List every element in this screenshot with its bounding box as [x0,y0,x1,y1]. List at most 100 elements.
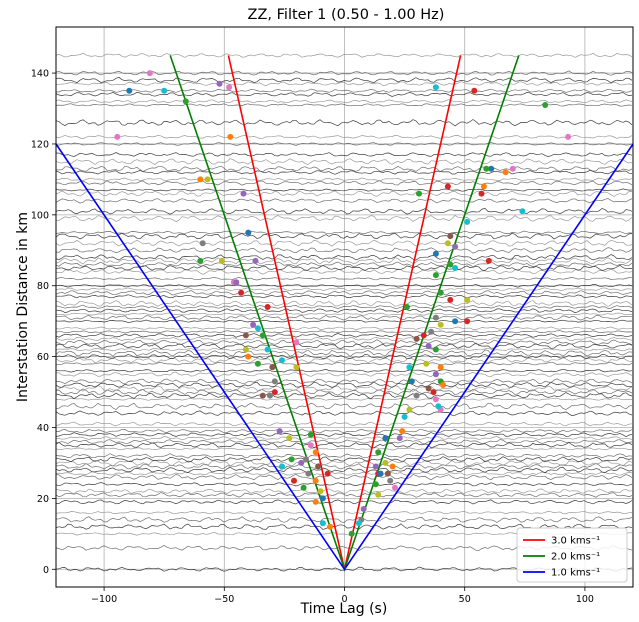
waveform-trace [55,264,633,271]
arrival-pick-point [471,87,478,94]
waveform-trace [55,488,633,495]
arrival-pick-point [197,176,204,183]
arrival-pick-point [502,169,509,176]
arrival-pick-point [478,190,485,197]
arrival-pick-point [452,265,459,271]
waveform-trace [55,91,633,97]
arrival-pick-point [312,477,319,484]
waveform-trace [55,304,633,309]
waveform-trace [55,319,633,323]
arrival-pick-point [432,314,439,321]
arrival-pick-point [485,257,492,264]
waveform-trace [55,261,633,268]
waveform-trace [55,326,633,331]
arrival-pick-point [384,470,391,477]
waveform-trace [55,180,633,186]
arrival-pick-point [254,325,261,332]
arrival-pick-point [312,498,319,505]
waveform-trace [55,190,633,197]
y-axis-ticks: 0 20 40 60 80 100 120 140 [31,69,56,576]
x-tick-label: 0 [341,594,347,605]
arrival-pick-point [377,470,384,477]
arrival-pick-point [408,378,415,385]
arrival-pick-point [565,133,572,140]
waveform-trace [55,215,633,222]
x-tick-label: 50 [459,594,471,605]
arrival-pick-point [300,484,307,491]
arrival-pick-point [293,364,300,371]
arrival-pick-point [291,477,297,484]
x-tick-label: 100 [576,594,594,605]
legend: 3.0 kms⁻¹ 2.0 kms⁻¹ 1.0 kms⁻¹ [516,527,628,583]
arrival-pick-point [327,523,334,530]
arrival-pick-point [226,84,233,91]
waveform-trace [55,410,633,417]
waveform-trace [55,177,633,182]
y-tick-label: 60 [37,352,49,363]
arrival-pick-point [509,165,516,172]
x-tick-label: −50 [214,594,234,605]
waveform-trace [55,287,633,292]
arrival-pick-point [413,335,420,342]
arrival-pick-point [250,321,257,328]
waveform-trace [55,402,633,411]
legend-box [516,527,628,583]
arrival-pick-point [245,229,252,236]
waveform-trace [55,312,633,316]
waveform-trace [55,152,633,157]
waveform-trace [55,356,633,364]
arrival-pick-point [233,279,240,286]
arrival-pick-point [435,403,442,410]
arrival-pick-point [432,84,439,91]
x-tick-label: −100 [91,594,117,605]
arrival-pick-point [305,470,312,477]
x-axis-ticks: −100 −50 0 50 100 [91,587,594,605]
y-tick-label: 20 [37,494,49,505]
waveform-trace [55,276,633,281]
arrival-pick-point [401,413,408,420]
arrival-pick-point [319,495,326,502]
waveform-trace [55,76,633,84]
x-axis-label: Time Lag (s) [300,601,388,617]
arrival-pick-point [437,289,444,296]
arrival-pick-point [238,289,245,296]
waveform-trace [55,198,633,204]
arrival-pick-point [197,257,204,264]
arrival-pick-point [259,332,266,339]
arrival-pick-point [413,392,420,399]
waveform-trace [55,339,633,346]
waveform-trace [55,381,633,389]
waveform-trace [55,230,633,235]
waveform-trace [55,314,633,321]
arrival-pick-point [227,133,234,140]
waveform-trace [55,247,633,254]
waveform-trace [55,482,633,487]
waveform-trace [55,432,633,438]
waveform-trace [55,254,633,261]
arrival-pick-point [242,332,249,339]
arrival-pick-point [271,378,278,385]
legend-label: 3.0 kms⁻¹ [551,536,600,547]
arrival-pick-point [319,520,326,527]
arrival-pick-point [372,481,379,488]
waveform-trace [56,499,633,505]
arrival-pick-point [375,449,382,456]
arrival-pick-point [279,357,285,364]
arrival-pick-point [288,456,295,463]
waveform-trace [55,392,633,400]
waveform-trace [55,428,633,434]
waveform-trace [55,349,633,357]
waveform-trace [55,397,633,401]
waveform-trace [55,239,633,247]
waveform-trace [55,342,633,350]
waveform-trace [55,347,633,352]
arrival-pick-point [425,343,432,349]
arrival-pick-point [240,190,247,197]
waveform-trace [55,371,633,377]
waveform-trace [55,516,633,524]
chart-title: ZZ, Filter 1 (0.50 - 1.00 Hz) [248,7,445,23]
waveform-trace [55,353,632,360]
waveform-trace [55,388,633,396]
waveform-trace [55,188,633,192]
waveform-trace [56,294,633,299]
